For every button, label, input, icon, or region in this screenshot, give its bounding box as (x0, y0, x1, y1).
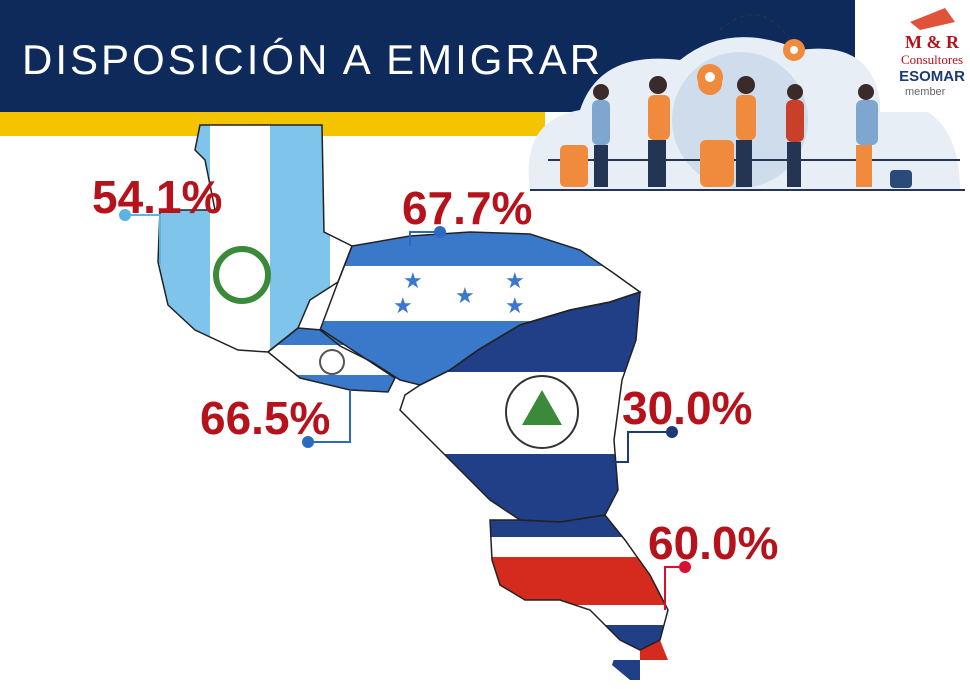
logo-status: member (905, 86, 946, 98)
value-label: 66.5% (200, 392, 330, 444)
value-label: 30.0% (622, 382, 752, 434)
svg-text:★: ★ (403, 268, 423, 293)
svg-text:★: ★ (505, 268, 525, 293)
title: DISPOSICIÓN A EMIGRAR (22, 36, 603, 83)
value-label: 67.7% (402, 182, 532, 234)
callout: 30.0% (612, 382, 752, 463)
logo-brand: M & R (905, 32, 960, 52)
value-label: 60.0% (648, 517, 778, 569)
callout: 66.5% (200, 390, 351, 448)
logo: M & R Consultores ESOMAR member (880, 0, 970, 112)
illustration (528, 14, 965, 191)
callout: 67.7% (402, 182, 532, 246)
svg-text:★: ★ (393, 293, 413, 318)
logo-sub: Consultores (901, 52, 963, 67)
svg-text:★: ★ (455, 283, 475, 308)
callout: 54.1% (92, 171, 222, 265)
svg-text:★: ★ (505, 293, 525, 318)
callout: 60.0% (648, 517, 778, 610)
logo-association: ESOMAR (899, 68, 965, 85)
value-label: 54.1% (92, 171, 222, 223)
